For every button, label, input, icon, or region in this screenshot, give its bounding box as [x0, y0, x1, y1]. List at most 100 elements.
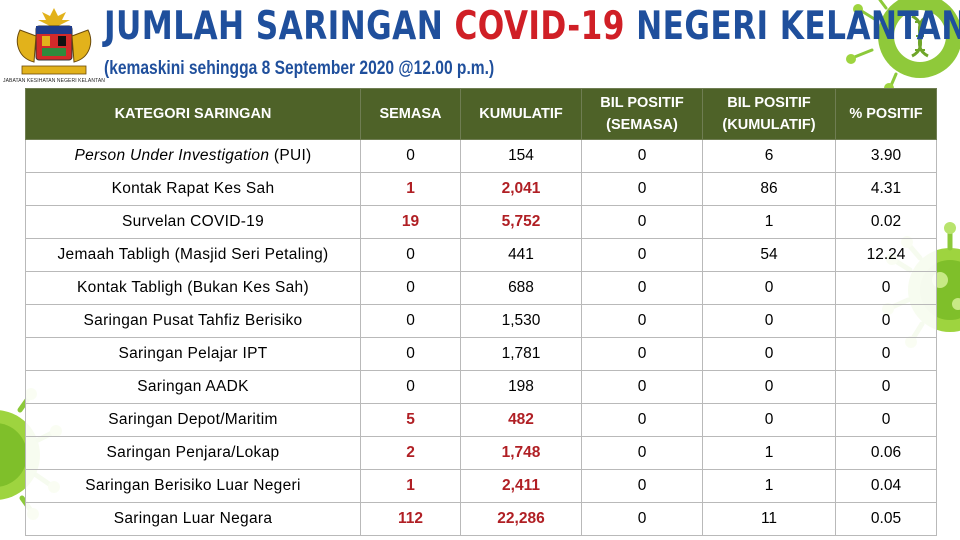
kumulatif-cell: 2,041	[460, 172, 582, 206]
category-italic: Person Under Investigation	[74, 147, 270, 164]
positif-semasa-cell: 0	[581, 172, 703, 206]
semasa-cell: 2	[360, 436, 461, 470]
header-peratus-positif: % POSITIF	[835, 88, 937, 140]
table-row: Saringan Pusat Tahfiz Berisiko 0 1,530 0…	[25, 304, 937, 338]
peratus-cell: 4.31	[835, 172, 937, 206]
positif-kumulatif-cell: 0	[702, 370, 836, 404]
peratus-cell: 0.02	[835, 205, 937, 239]
peratus-cell: 0	[835, 370, 937, 404]
table-row: Saringan Luar Negara 112 22,286 0 11 0.0…	[25, 502, 937, 536]
positif-semasa-cell: 0	[581, 238, 703, 272]
positif-semasa-cell: 0	[581, 469, 703, 503]
kumulatif-cell: 154	[460, 139, 582, 173]
category-cell: Saringan Depot/Maritim	[25, 403, 361, 437]
positif-kumulatif-cell: 1	[702, 205, 836, 239]
positif-semasa-cell: 0	[581, 502, 703, 536]
positif-semasa-cell: 0	[581, 139, 703, 173]
semasa-cell: 0	[360, 238, 461, 272]
page-title: JUMLAH SARINGAN COVID-19 NEGERI KELANTAN	[104, 4, 960, 49]
screening-table: KATEGORI SARINGAN SEMASA KUMULATIF BIL P…	[25, 88, 937, 536]
dna-icon	[846, 0, 960, 90]
kumulatif-cell: 22,286	[460, 502, 582, 536]
header-semasa: SEMASA	[360, 88, 461, 140]
category-cell: Saringan Pusat Tahfiz Berisiko	[25, 304, 361, 338]
semasa-cell: 112	[360, 502, 461, 536]
kumulatif-cell: 482	[460, 403, 582, 437]
positif-kumulatif-cell: 6	[702, 139, 836, 173]
semasa-cell: 0	[360, 370, 461, 404]
kumulatif-cell: 198	[460, 370, 582, 404]
peratus-cell: 0.05	[835, 502, 937, 536]
table-row: Saringan Depot/Maritim 5 482 0 0 0	[25, 403, 937, 437]
header-kumulatif: KUMULATIF	[460, 88, 582, 140]
title-covid: COVID-19	[454, 4, 625, 49]
kumulatif-cell: 2,411	[460, 469, 582, 503]
page-subtitle: (kemaskini sehingga 8 September 2020 @12…	[104, 58, 495, 79]
header-positif-kumulatif: BIL POSITIF (KUMULATIF)	[702, 88, 836, 140]
category-cell: Kontak Rapat Kes Sah	[25, 172, 361, 206]
category-cell: Survelan COVID-19	[25, 205, 361, 239]
positif-semasa-cell: 0	[581, 403, 703, 437]
table-row: Saringan Pelajar IPT 0 1,781 0 0 0	[25, 337, 937, 371]
title-part3: NEGERI KELANTAN	[624, 4, 960, 49]
kumulatif-cell: 1,748	[460, 436, 582, 470]
category-cell: Person Under Investigation (PUI)	[25, 139, 361, 173]
positif-semasa-cell: 0	[581, 304, 703, 338]
positif-kumulatif-cell: 0	[702, 271, 836, 305]
table-row: Person Under Investigation (PUI) 0 154 0…	[25, 139, 937, 173]
kumulatif-cell: 1,530	[460, 304, 582, 338]
table-row: Saringan Penjara/Lokap 2 1,748 0 1 0.06	[25, 436, 937, 470]
positif-semasa-cell: 0	[581, 337, 703, 371]
semasa-cell: 0	[360, 304, 461, 338]
table-row: Kontak Tabligh (Bukan Kes Sah) 0 688 0 0…	[25, 271, 937, 305]
title-part1: JUMLAH SARINGAN	[104, 4, 455, 49]
peratus-cell: 0.04	[835, 469, 937, 503]
positif-kumulatif-cell: 11	[702, 502, 836, 536]
table-row: Jemaah Tabligh (Masjid Seri Petaling) 0 …	[25, 238, 937, 272]
semasa-cell: 1	[360, 469, 461, 503]
peratus-cell: 0	[835, 403, 937, 437]
positif-kumulatif-cell: 86	[702, 172, 836, 206]
peratus-cell: 0	[835, 304, 937, 338]
table-row: Saringan AADK 0 198 0 0 0	[25, 370, 937, 404]
peratus-cell: 0	[835, 271, 937, 305]
logo-caption: JABATAN KESIHATAN NEGERI KELANTAN	[2, 78, 106, 84]
peratus-cell: 12.24	[835, 238, 937, 272]
kumulatif-cell: 5,752	[460, 205, 582, 239]
semasa-cell: 0	[360, 337, 461, 371]
positif-semasa-cell: 0	[581, 205, 703, 239]
category-suffix: (PUI)	[269, 147, 312, 164]
positif-kumulatif-cell: 0	[702, 304, 836, 338]
semasa-cell: 1	[360, 172, 461, 206]
positif-semasa-cell: 0	[581, 271, 703, 305]
kumulatif-cell: 441	[460, 238, 582, 272]
peratus-cell: 0	[835, 337, 937, 371]
category-cell: Kontak Tabligh (Bukan Kes Sah)	[25, 271, 361, 305]
table-header-row: KATEGORI SARINGAN SEMASA KUMULATIF BIL P…	[25, 88, 937, 140]
header-kategori: KATEGORI SARINGAN	[25, 88, 361, 140]
header-positif-semasa: BIL POSITIF (SEMASA)	[581, 88, 703, 140]
semasa-cell: 5	[360, 403, 461, 437]
positif-kumulatif-cell: 1	[702, 436, 836, 470]
category-cell: Saringan Penjara/Lokap	[25, 436, 361, 470]
positif-kumulatif-cell: 0	[702, 403, 836, 437]
positif-semasa-cell: 0	[581, 370, 703, 404]
positif-semasa-cell: 0	[581, 436, 703, 470]
malaysia-crest-icon	[8, 6, 100, 84]
semasa-cell: 19	[360, 205, 461, 239]
kumulatif-cell: 1,781	[460, 337, 582, 371]
category-cell: Jemaah Tabligh (Masjid Seri Petaling)	[25, 238, 361, 272]
peratus-cell: 3.90	[835, 139, 937, 173]
positif-kumulatif-cell: 0	[702, 337, 836, 371]
semasa-cell: 0	[360, 271, 461, 305]
kumulatif-cell: 688	[460, 271, 582, 305]
table-row: Survelan COVID-19 19 5,752 0 1 0.02	[25, 205, 937, 239]
table-row: Saringan Berisiko Luar Negeri 1 2,411 0 …	[25, 469, 937, 503]
category-cell: Saringan Berisiko Luar Negeri	[25, 469, 361, 503]
category-cell: Saringan Luar Negara	[25, 502, 361, 536]
category-cell: Saringan Pelajar IPT	[25, 337, 361, 371]
peratus-cell: 0.06	[835, 436, 937, 470]
positif-kumulatif-cell: 1	[702, 469, 836, 503]
semasa-cell: 0	[360, 139, 461, 173]
table-row: Kontak Rapat Kes Sah 1 2,041 0 86 4.31	[25, 172, 937, 206]
